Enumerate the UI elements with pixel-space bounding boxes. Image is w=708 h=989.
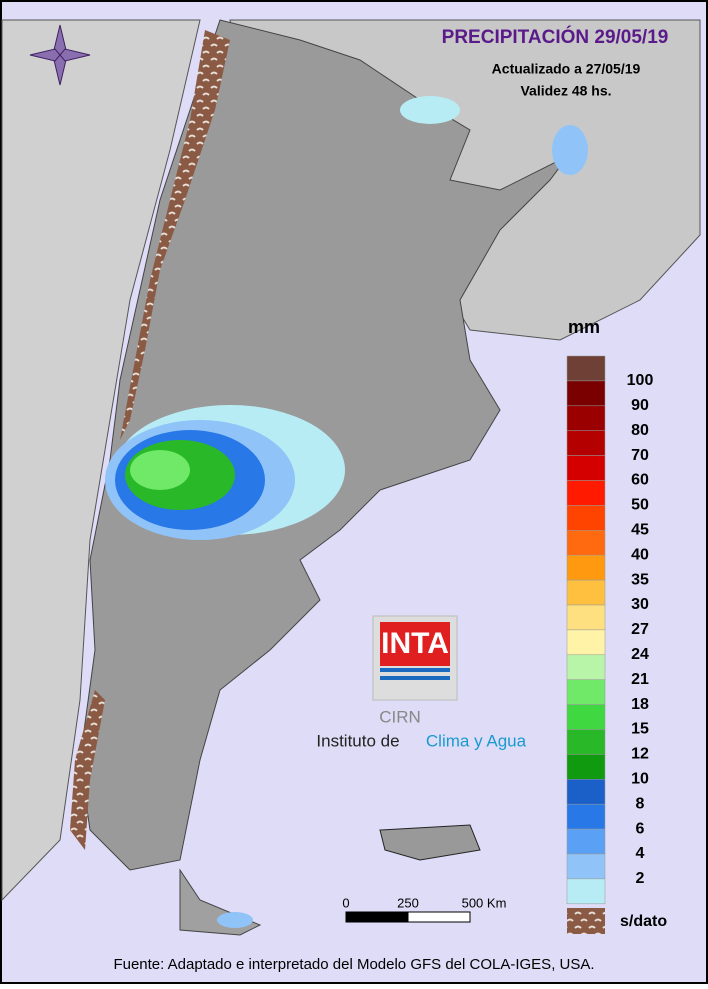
legend-swatch [566,530,606,556]
legend-label: 10 [631,771,649,788]
legend-label: 50 [631,497,649,514]
footer-source: Fuente: Adaptado e interpretado del Mode… [113,956,594,973]
legend-swatch [566,455,606,481]
validity: Validez 48 hs. [520,83,611,99]
legend: 100 90 80 70 60 50 45 40 35 30 27 24 21 18 15 12 10 8 6 4 2 [566,355,654,905]
legend-label: 15 [631,721,649,738]
legend-swatch [566,629,606,656]
scale-bar [345,911,471,923]
legend-label: 12 [631,746,649,763]
chile-land [1,19,201,902]
legend-no-data: s/dato [620,913,667,930]
legend-swatch [566,505,606,531]
logo-institute: Instituto de [316,731,399,750]
no-data-zone [120,30,230,440]
compass [29,24,91,86]
legend-label: 21 [631,671,649,688]
legend-swatch [566,754,606,780]
malvinas [379,824,481,861]
legend-swatch [566,604,606,631]
logo-center: CIRN [379,707,421,726]
legend-swatch [566,380,606,407]
legend-label: 2 [636,870,645,887]
legend-label: 35 [631,571,649,588]
precip-area [400,96,460,124]
legend-label: 90 [631,397,649,414]
legend-label: 30 [631,596,649,613]
legend-swatch [566,579,606,606]
logo [372,615,458,701]
scale-label: 0 [342,895,349,910]
legend-label: 27 [631,621,649,638]
legend-label: 80 [631,422,649,439]
legend-swatch [566,654,606,680]
legend-unit: mm [568,317,600,337]
updated: Actualizado a 27/05/19 [492,61,641,77]
legend-swatch [566,729,606,755]
legend-label: 60 [631,472,649,489]
legend-label: 6 [636,820,645,837]
legend-swatch [566,355,606,382]
legend-label: 24 [631,646,649,663]
legend-label: 18 [631,696,649,713]
legend-label: 4 [636,845,645,862]
legend-label: 40 [631,546,649,563]
legend-swatch [566,405,606,431]
legend-swatch [566,878,606,905]
logo-institute-accent: Clima y Agua [426,731,527,750]
legend-label: 45 [631,522,649,539]
legend-swatch [566,554,606,581]
precip-area [130,450,190,490]
legend-swatch [566,853,606,880]
legend-label: 100 [627,372,654,389]
no-data-zone [70,690,105,850]
legend-label: 70 [631,447,649,464]
precip-area [217,912,253,928]
legend-swatch [566,803,606,830]
logo-name: INTA [381,627,449,660]
legend-swatch [566,430,606,456]
legend-swatch [566,828,606,855]
legend-label: 8 [636,795,645,812]
legend-swatch [566,480,606,506]
legend-no-data-swatch [567,908,605,934]
scale-label: 500 Km [462,895,507,910]
legend-swatch [566,704,606,730]
scale-label: 250 [397,895,419,910]
precip-area [552,125,588,175]
legend-swatch [566,779,606,805]
legend-swatch [566,679,606,705]
title: PRECIPITACIÓN 29/05/19 [442,26,669,48]
